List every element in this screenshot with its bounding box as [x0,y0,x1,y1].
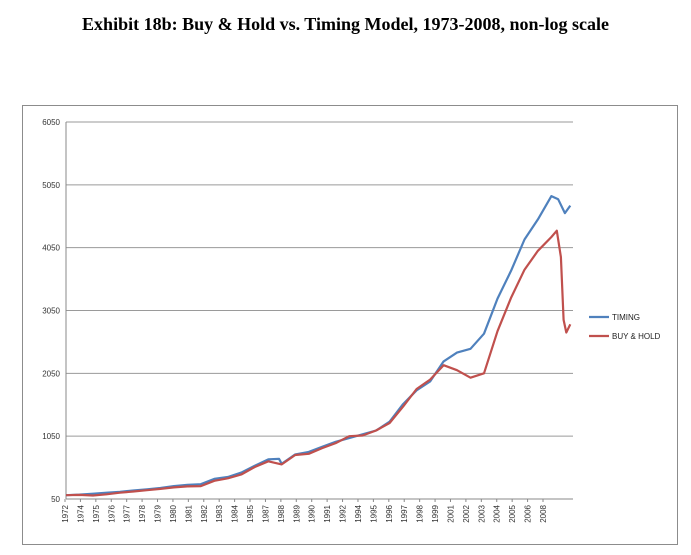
x-tick-label: 1987 [261,504,270,522]
x-tick-label: 1972 [61,504,70,522]
chart-frame: 50 1050 2050 3050 4050 5050 6050 1972 1974 1975 1… [22,105,678,545]
y-tick-labels: 50 1050 2050 3050 4050 5050 6050 [42,118,60,504]
x-tick-label: 1992 [339,504,348,522]
x-tick-label: 1991 [323,504,332,522]
x-tick-label: 1984 [231,504,240,522]
x-tick-label: 1998 [416,504,425,522]
x-tick-label: 2006 [524,504,533,522]
x-tick-label: 1996 [385,504,394,522]
y-tick-label: 5050 [42,181,60,190]
x-tick-label: 1980 [169,504,178,522]
series-line-buy-hold [65,229,572,497]
x-tick-label: 1975 [92,504,101,522]
x-tick-label: 2001 [446,504,455,522]
x-tick-label: 1994 [354,504,363,522]
y-tick-label: 6050 [42,118,60,127]
x-tick-label: 1981 [184,504,193,522]
x-tick-label: 1989 [292,504,301,522]
x-tick-label: 1997 [400,504,409,522]
y-tick-label: 3050 [42,307,60,316]
x-tick-label: 1976 [107,504,116,522]
page-title: Exhibit 18b: Buy & Hold vs. Timing Model… [82,14,609,34]
x-tick-label: 2003 [477,504,486,522]
series-lines [65,194,572,497]
x-tick-label: 1978 [138,504,147,522]
x-tick-label: 1977 [123,504,132,522]
x-tick-label: 1988 [277,504,286,522]
x-tick-label: 1999 [431,504,440,522]
y-tick-label: 1050 [42,432,60,441]
x-tick-label: 1995 [369,504,378,522]
x-tick-label: 1990 [308,504,317,522]
x-tick-label: 1982 [200,504,209,522]
legend-label: BUY & HOLD [612,332,661,341]
legend-label: TIMING [612,313,640,322]
x-tick-label: 2004 [493,504,502,522]
x-tick-label: 2005 [508,504,517,522]
x-tick-label: 1983 [215,504,224,522]
grid-lines [66,121,573,500]
x-tick-label: 1979 [154,504,163,522]
y-tick-label: 2050 [42,369,60,378]
x-tick-label: 1974 [76,504,85,522]
y-tick-label: 50 [51,495,60,504]
x-tick-label: 2008 [539,504,548,522]
axes [64,122,573,502]
y-tick-label: 4050 [42,244,60,253]
x-tick-label: 2002 [462,504,471,522]
legend: TIMING BUY & HOLD [589,313,661,341]
x-tick-label: 1985 [246,504,255,522]
x-tick-labels: 1972 1974 1975 1976 1977 1978 1979 1980 1981 1982… [61,504,548,522]
